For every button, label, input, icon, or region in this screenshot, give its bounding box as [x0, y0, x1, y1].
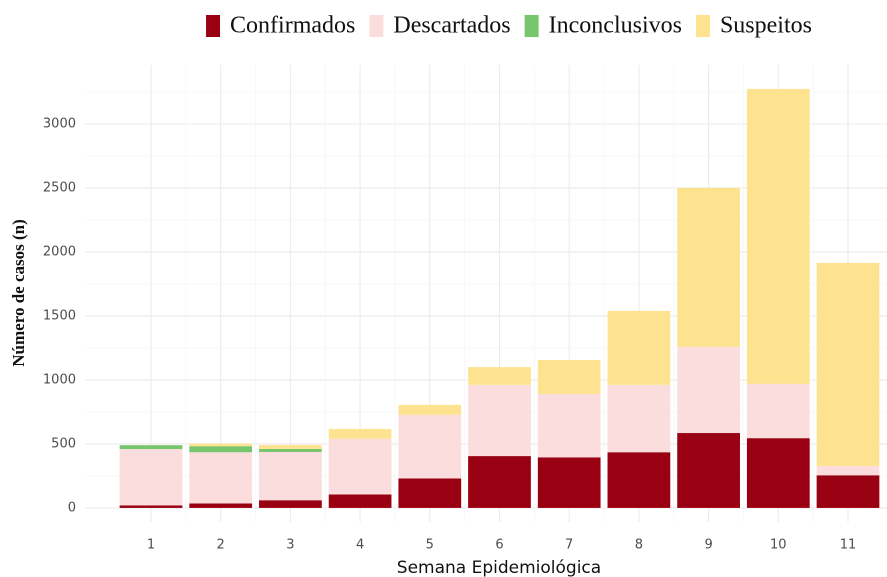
y-tick-label: 1000 [43, 372, 76, 387]
bar-segment [468, 456, 531, 508]
bar-segment [328, 428, 392, 439]
y-tick-label: 3000 [43, 116, 76, 131]
bar-segment [189, 446, 253, 453]
bar-segment [189, 443, 253, 447]
x-tick-label: 1 [147, 538, 155, 553]
legend-swatch [695, 15, 710, 37]
x-tick-label: 6 [495, 538, 503, 553]
bar-segment [746, 88, 810, 384]
x-tick-label: 8 [635, 538, 643, 553]
x-tick-label: 7 [565, 538, 573, 553]
bar-segment [119, 449, 183, 506]
bar-segment [607, 384, 671, 453]
bar-segment [189, 503, 253, 508]
bar-segment [119, 445, 183, 450]
bar-segment [189, 452, 253, 504]
bar-segment [259, 445, 322, 449]
bar-segment [328, 438, 392, 495]
bar-segment [746, 383, 810, 439]
bar-segment [816, 465, 880, 476]
legend-label: Inconclusivos [549, 13, 682, 39]
bar-segment [537, 359, 601, 394]
legend-label: Suspeitos [720, 13, 812, 39]
x-tick-label: 11 [840, 538, 857, 553]
legend-swatch [524, 15, 539, 37]
bar-segment [537, 457, 601, 508]
x-tick-label: 3 [286, 538, 294, 553]
legend-swatch [206, 15, 221, 37]
bar-segment [398, 404, 462, 415]
legend-label: Confirmados [230, 13, 355, 39]
bar-segment [677, 433, 740, 508]
bar-segment [259, 448, 322, 452]
bar-segment [468, 384, 531, 457]
bar-segment [677, 346, 740, 434]
legend: Confirmados Descartados Inconclusivos Suspe… [206, 13, 812, 39]
legend-swatch [369, 15, 384, 37]
x-tick-label: 5 [426, 538, 434, 553]
x-tick-label: 2 [217, 538, 225, 553]
x-axis-title: Semana Epidemiológica [397, 558, 601, 577]
y-axis-title: Número de casos (n) [9, 219, 28, 366]
bar-segment [328, 494, 392, 508]
y-tick-label: 1500 [43, 308, 76, 323]
bar-segment [259, 500, 322, 508]
bar-segment [677, 187, 740, 347]
y-tick-label: 500 [51, 436, 76, 451]
x-tick-label: 4 [356, 538, 364, 553]
bar-segment [119, 505, 183, 508]
bar-segment [607, 452, 671, 508]
y-tick-label: 2500 [43, 180, 76, 195]
bar-segment [816, 475, 880, 508]
legend-label: Descartados [393, 13, 510, 39]
y-tick-label: 2000 [43, 244, 76, 259]
x-tick-label: 9 [704, 538, 712, 553]
bar-segment [398, 478, 462, 508]
x-tick-label: 10 [770, 538, 787, 553]
bar-segment [537, 393, 601, 458]
bar-segment [259, 451, 322, 501]
bar-segment [816, 262, 880, 466]
bar-segment [468, 367, 531, 385]
bar-segment [607, 310, 671, 385]
bar-segment [746, 438, 810, 508]
bars [119, 88, 880, 508]
y-tick-label: 0 [68, 500, 76, 515]
bar-segment [398, 414, 462, 479]
